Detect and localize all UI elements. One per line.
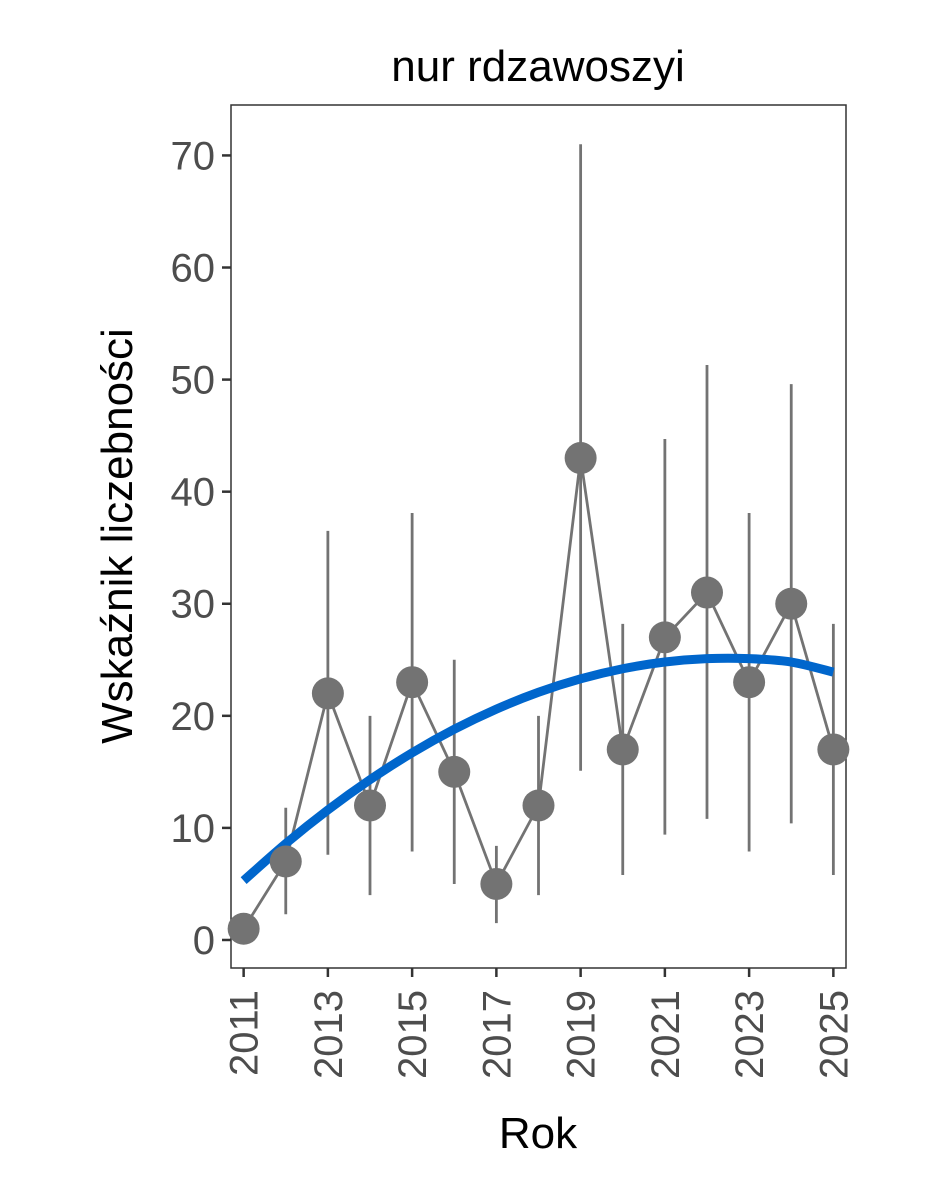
y-tick-label: 10 (171, 807, 216, 851)
trend-line (240, 653, 835, 884)
x-tick-label: 2019 (560, 990, 604, 1079)
x-tick-label: 2015 (391, 990, 435, 1079)
data-point (775, 587, 808, 620)
x-tick-label: 2017 (475, 990, 519, 1079)
data-point (269, 845, 302, 878)
data-point (311, 677, 344, 710)
y-tick-label: 60 (171, 247, 216, 291)
data-point (354, 789, 387, 822)
x-tick-label: 2023 (728, 990, 772, 1079)
y-tick-label: 40 (171, 471, 216, 515)
y-tick-label: 30 (171, 583, 216, 627)
data-point (648, 621, 681, 654)
data-points (227, 442, 850, 945)
y-tick-label: 20 (171, 695, 216, 739)
x-tick-label: 2011 (223, 990, 267, 1076)
data-point (227, 912, 260, 945)
y-tick-label: 70 (171, 134, 216, 178)
y-axis: 0 10 20 30 40 50 60 70 (171, 134, 231, 963)
x-tick-label: 2025 (812, 990, 856, 1079)
y-tick-label: 50 (171, 359, 216, 403)
y-axis-title: Wskaźnik liczebności (93, 328, 142, 744)
y-tick-label: 0 (193, 919, 215, 963)
trend-curve (240, 653, 835, 884)
x-axis-title: Rok (499, 1109, 578, 1158)
data-point (690, 576, 723, 609)
data-point (564, 442, 597, 475)
data-point (480, 867, 513, 900)
x-axis: 2011 2013 2015 2017 2019 2021 2023 2025 (223, 968, 856, 1079)
data-point (522, 789, 555, 822)
chart-title: nur rdzawoszyi (391, 42, 684, 91)
data-point (733, 666, 766, 699)
data-point (438, 755, 471, 788)
data-point (606, 733, 639, 766)
x-tick-label: 2021 (644, 990, 688, 1079)
data-point (396, 666, 429, 699)
x-tick-label: 2013 (307, 990, 351, 1079)
data-point (817, 733, 850, 766)
